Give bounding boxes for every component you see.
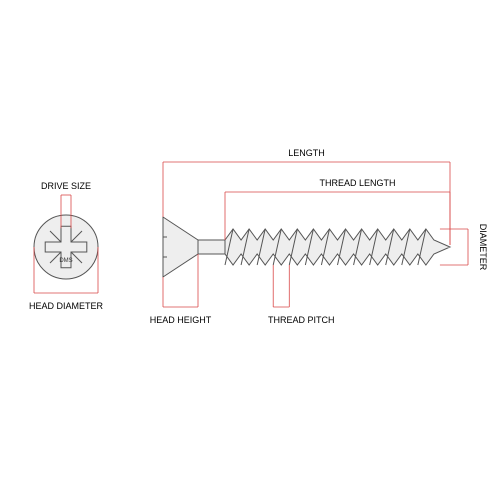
head-diameter-label: HEAD DIAMETER: [29, 301, 104, 311]
dms-label: DMS: [59, 258, 72, 264]
thread-pitch-label: THREAD PITCH: [268, 315, 335, 325]
thread-length-label: THREAD LENGTH: [319, 178, 395, 188]
diameter-label: DIAMETER: [478, 224, 488, 271]
head-height-label: HEAD HEIGHT: [150, 315, 212, 325]
length-label: LENGTH: [288, 148, 325, 158]
drive-size-label: DRIVE SIZE: [41, 181, 91, 191]
screw-diagram: DRIVE SIZE HEAD DIAMETER DMS LENGTH THREAD L…: [0, 0, 500, 500]
